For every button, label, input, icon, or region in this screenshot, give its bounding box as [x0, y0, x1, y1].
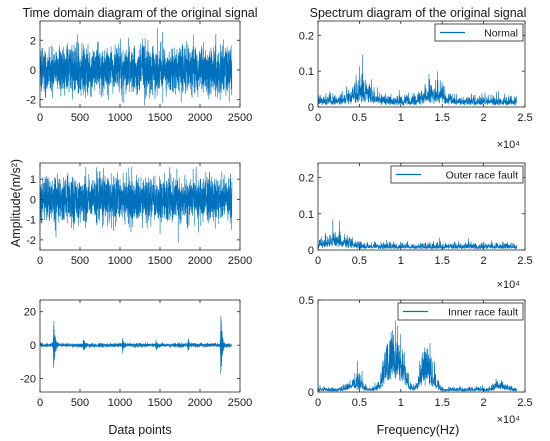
spectrum-title: Spectrum diagram of the original signal: [310, 6, 527, 20]
spec-inner-axes-frame: [317, 299, 526, 393]
time-normal-ytick-label: -2: [26, 95, 36, 107]
time-normal-ytick-label: 2: [30, 35, 36, 47]
time-inner-axes-frame: [39, 299, 241, 393]
spec-normal-legend-box: [434, 23, 524, 42]
time-normal-xtick-label: 1000: [108, 112, 132, 124]
time-outer-xtick-label: 2000: [188, 255, 212, 267]
time-outer-series-line: [40, 167, 233, 243]
spec-normal-series-line: [318, 55, 518, 106]
spectrum-normal-exponent-label: ×10⁴: [497, 139, 521, 151]
spec-inner-legend-box: [397, 302, 524, 321]
time-normal-xtick-label: 0: [37, 112, 43, 124]
time-domain-title: Time domain diagram of the original sign…: [22, 6, 257, 20]
time-outer-ytick-label: -2: [26, 235, 36, 247]
time-inner-ytick-label: 20: [24, 307, 36, 319]
spec-inner-ytick-label: 0: [308, 387, 314, 399]
time-inner-xtick-label: 1500: [148, 397, 172, 409]
spec-outer-xtick-label: 1: [398, 255, 404, 267]
spectrum-outer-panel: 0 0.5 1 1.5 2 2.5 0 0.1 0.2 Outer race fault: [299, 162, 533, 267]
time-normal-axes-frame: [39, 20, 241, 108]
time-normal-xtick-label: 2000: [188, 112, 212, 124]
time-inner-xtick-label: 500: [71, 397, 89, 409]
time-outer-xtick-label: 0: [37, 255, 43, 267]
time-normal-xtick-label: 1500: [148, 112, 172, 124]
spec-inner-ytick-label: 0.5: [299, 295, 314, 307]
spec-outer-xtick-label: 0: [315, 255, 321, 267]
time-outer-xtick-label: 500: [71, 255, 89, 267]
spec-outer-xtick-label: 1.5: [435, 255, 450, 267]
spec-normal-xtick-label: 0.5: [352, 112, 367, 124]
time-inner-xtick-label: 2000: [188, 397, 212, 409]
spec-outer-legend-label: Outer race fault: [446, 170, 518, 182]
time-outer-panel: 0 500 1000 1500 2000 2500 -2 -1 0 1: [26, 162, 252, 267]
spec-normal-xtick-label: 2: [481, 112, 487, 124]
spec-inner-legend-label: Inner race fault: [448, 307, 518, 319]
time-outer-xtick-label: 1000: [108, 255, 132, 267]
spec-outer-legend: Outer race fault: [390, 165, 524, 184]
time-outer-xtick-label: 1500: [148, 255, 172, 267]
time-normal-xtick-label: 2500: [228, 112, 252, 124]
spec-normal-xtick-label: 1.5: [435, 112, 450, 124]
spec-inner-xtick-label: 1: [398, 397, 404, 409]
spec-outer-ytick-label: 0.2: [299, 173, 314, 185]
amplitude-axis-label: Amplitude(m/s²): [9, 159, 23, 247]
frequency-axis-label: Frequency(Hz): [377, 423, 460, 437]
spec-normal-ytick-label: 0: [308, 102, 314, 114]
spec-normal-legend: Normal: [434, 23, 524, 42]
spec-outer-xtick-label: 2: [481, 255, 487, 267]
time-normal-xtick-label: 500: [71, 112, 89, 124]
time-inner-ytick-label: 0: [30, 340, 36, 352]
spec-outer-legend-box: [390, 165, 524, 184]
spec-inner-xtick-label: 0.5: [352, 397, 367, 409]
spectrum-normal-panel: 0 0.5 1 1.5 2 2.5 0 0.1 0.2 Normal: [299, 20, 533, 124]
time-inner-xtick-label: 0: [37, 397, 43, 409]
time-inner-xtick-label: 2500: [228, 397, 252, 409]
time-outer-axes-frame: [39, 162, 241, 251]
spec-inner-xtick-label: 2: [481, 397, 487, 409]
spec-inner-xtick-label: 1.5: [435, 397, 450, 409]
time-normal-ytick-label: 0: [30, 65, 36, 77]
spec-normal-xtick-label: 0: [315, 112, 321, 124]
spec-normal-xtick-label: 1: [398, 112, 404, 124]
time-normal-panel: 0 500 1000 1500 2000 2500-202: [26, 20, 252, 124]
spec-outer-xtick-label: 0.5: [352, 255, 367, 267]
spec-outer-ytick-label: 0.1: [299, 209, 314, 221]
spec-normal-ytick-label: 0.2: [299, 30, 314, 42]
time-outer-ytick-label: 1: [30, 174, 36, 186]
spectrum-inner-panel: 0 0.5 1 1.5 2 2.5 0 0.5 Inner race fault: [299, 295, 533, 409]
spec-normal-ytick-label: 0.1: [299, 66, 314, 78]
time-outer-ytick-label: -1: [26, 215, 36, 227]
data-points-axis-label: Data points: [108, 423, 171, 437]
spec-outer-axes-frame: [317, 162, 526, 251]
spec-inner-legend: Inner race fault: [397, 302, 524, 321]
spec-normal-legend-label: Normal: [484, 28, 518, 40]
time-outer-xtick-label: 2500: [228, 255, 252, 267]
spectrum-outer-exponent-label: ×10⁴: [497, 279, 521, 291]
time-normal-series-line: [40, 28, 233, 106]
spec-outer-ytick-label: 0: [308, 245, 314, 257]
spec-inner-xtick-label: 2.5: [517, 397, 532, 409]
time-inner-series-line: [40, 315, 233, 374]
spec-outer-xtick-label: 2.5: [517, 255, 532, 267]
time-inner-xtick-label: 1000: [108, 397, 132, 409]
time-inner-ytick-label: -20: [20, 374, 36, 386]
spec-inner-series-line: [318, 320, 517, 392]
spec-inner-xtick-label: 0: [315, 397, 321, 409]
spectrum-inner-exponent-label: ×10⁴: [497, 414, 521, 426]
spec-normal-xtick-label: 2.5: [517, 112, 532, 124]
spec-normal-axes-frame: [317, 20, 526, 108]
time-outer-ytick-label: 0: [30, 194, 36, 206]
spec-outer-series-line: [318, 219, 518, 250]
